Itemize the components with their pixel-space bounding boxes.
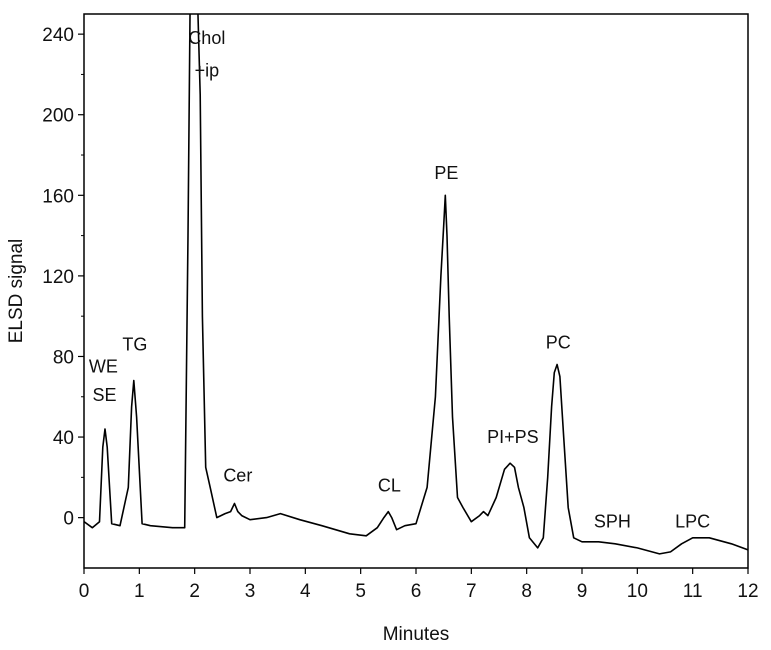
y-tick-label: 120 [42, 267, 74, 288]
y-axis-ticks: 0 40 80 120 160 200 240 [42, 25, 84, 530]
series-line [84, 14, 748, 555]
peak-label: WE [89, 357, 118, 377]
x-tick-label: 12 [737, 581, 758, 602]
x-tick-label: 3 [245, 581, 256, 602]
x-tick-label: 6 [411, 581, 422, 602]
y-tick-label: 160 [42, 186, 74, 207]
x-tick-label: 8 [521, 581, 532, 602]
y-tick-label: 80 [53, 347, 74, 368]
x-tick-label: 11 [683, 581, 703, 602]
peak-label: Cer [223, 465, 252, 485]
x-axis-title: Minutes [383, 624, 450, 645]
peak-label: PE [434, 163, 458, 183]
x-tick-label: 4 [300, 581, 311, 602]
y-tick-label: 40 [53, 428, 74, 449]
plot-frame [83, 13, 749, 569]
peak-label: CL [378, 475, 401, 495]
peak-label: LPC [675, 512, 710, 532]
x-tick-label: 7 [466, 581, 477, 602]
peak-label: PI+PS [487, 427, 539, 447]
peak-label: PC [546, 332, 571, 352]
y-tick-label: 240 [42, 25, 74, 46]
x-tick-label: 5 [355, 581, 366, 602]
peak-label: +ip [195, 60, 220, 80]
x-tick-label: 0 [79, 581, 90, 602]
peak-label: TG [122, 334, 147, 354]
y-axis-title: ELSD signal [6, 239, 27, 344]
x-tick-label: 1 [134, 581, 145, 602]
x-tick-label: 10 [627, 581, 648, 602]
x-tick-label: 9 [577, 581, 588, 602]
peak-annotations: WE SE TG Chol +ip Cer CL PE PI+PS PC SPH LPC [89, 28, 710, 531]
peak-label: Chol [188, 28, 225, 48]
peak-label: SE [92, 385, 116, 405]
x-tick-label: 2 [189, 581, 200, 602]
y-tick-label: 0 [63, 509, 74, 530]
x-axis-ticks: 0 1 2 3 4 5 6 7 8 9 10 11 12 [79, 568, 759, 602]
peak-label: SPH [594, 512, 631, 532]
y-tick-label: 200 [42, 106, 74, 127]
